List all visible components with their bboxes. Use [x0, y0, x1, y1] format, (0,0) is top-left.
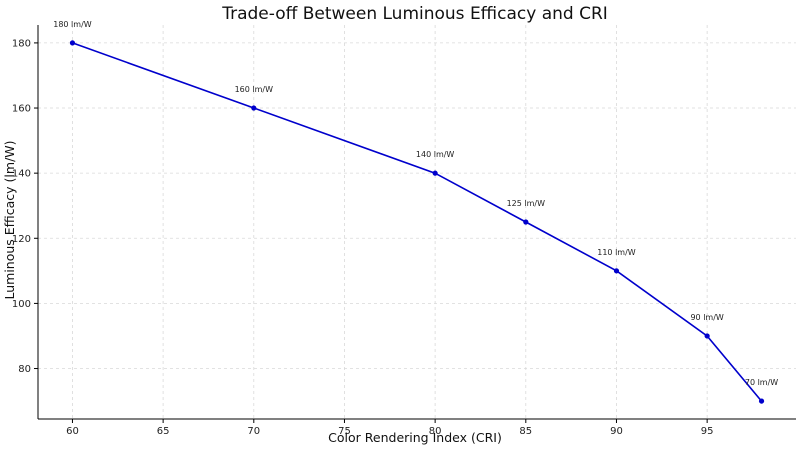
y-tick-label: 140 [12, 169, 31, 180]
data-point [432, 170, 438, 176]
x-tick-label: 95 [701, 426, 714, 437]
y-tick-label: 180 [12, 38, 31, 49]
x-tick-label: 65 [157, 426, 170, 437]
data-label: 70 lm/W [745, 378, 778, 387]
y-tick-label: 120 [12, 234, 31, 245]
x-tick-label: 85 [519, 426, 532, 437]
y-tick-label: 160 [12, 104, 31, 115]
data-label: 180 lm/W [53, 20, 92, 29]
x-tick-label: 90 [610, 426, 623, 437]
data-label: 125 lm/W [507, 199, 546, 208]
x-tick-label: 75 [338, 426, 351, 437]
data-label: 110 lm/W [597, 248, 636, 257]
x-axis-label: Color Rendering Index (CRI) [328, 430, 502, 445]
y-tick-label: 100 [12, 299, 31, 310]
x-tick-label: 70 [247, 426, 260, 437]
data-point [69, 40, 76, 46]
data-point [613, 268, 620, 274]
data-label: 140 lm/W [416, 150, 455, 159]
y-axis-label: Luminous Efficacy (lm/W) [2, 140, 17, 299]
axes: 60 65 70 75 80 85 90 95 80 100 120 140 160 180 [12, 25, 796, 437]
x-tick-label: 60 [66, 426, 79, 437]
data-point [704, 333, 710, 339]
series-line [72, 42, 763, 402]
data-label: 90 lm/W [690, 313, 723, 322]
y-tick-label: 80 [18, 364, 31, 375]
grid-layer [38, 25, 796, 419]
chart-title: Trade-off Between Luminous Efficacy and … [221, 4, 608, 24]
data-point [523, 219, 529, 225]
data-point [251, 105, 257, 111]
data-point [758, 398, 765, 404]
series-layer: 180 lm/W 160 lm/W 140 lm/W 125 lm/W 110 lm/W… [53, 20, 778, 404]
data-label: 160 lm/W [235, 85, 274, 94]
x-tick-label: 80 [429, 426, 442, 437]
